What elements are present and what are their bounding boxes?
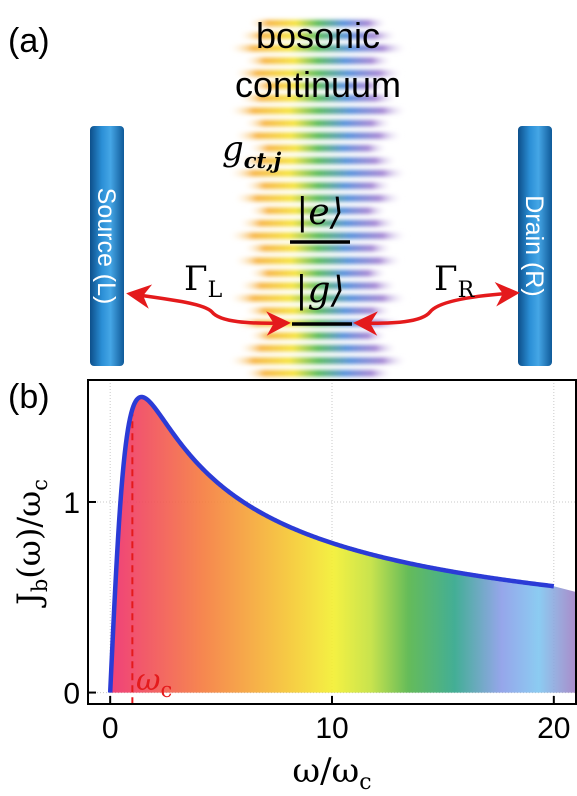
gamma-left-main: Γ <box>184 259 208 299</box>
continuum-stripe <box>233 195 403 202</box>
continuum-stripe <box>243 245 393 252</box>
panel-a-label: (a) <box>8 22 50 60</box>
spectral-density-area <box>110 396 576 693</box>
continuum-stripe <box>248 207 388 214</box>
gamma-left-label: ΓL <box>184 259 223 303</box>
gamma-right-sub: R <box>458 278 476 303</box>
continuum-title-line2: continuum <box>235 64 401 105</box>
continuum-stripe <box>248 332 388 339</box>
continuum-stripe <box>243 57 393 64</box>
ground-state-label: |g⟩ <box>295 270 344 311</box>
coupling-sub: ct,j <box>244 148 282 173</box>
continuum-stripe <box>228 45 408 52</box>
x-axis-label: ω/ωc <box>292 751 371 795</box>
continuum-stripe <box>238 220 398 227</box>
gamma-right-main: Γ <box>434 259 458 299</box>
continuum-stripe <box>233 257 403 264</box>
continuum-stripe <box>228 170 408 177</box>
y-axis-label: Jb(ω)/ωc <box>10 479 52 608</box>
spectral-density-curve <box>107 394 555 693</box>
y-axis-label-sub2: c <box>28 479 52 491</box>
coupling-main: g <box>222 129 244 169</box>
continuum-stripe <box>243 182 393 189</box>
y-tick-label: 1 <box>63 487 80 520</box>
gamma-left-arrow <box>126 284 291 336</box>
continuum-stripe <box>248 270 388 277</box>
continuum-stripe <box>228 107 408 114</box>
x-tick-label: 20 <box>537 712 570 745</box>
continuum-stripe <box>238 157 398 164</box>
continuum-stripe <box>238 32 398 39</box>
gamma-right-label: ΓR <box>434 259 476 303</box>
cutoff-marker-label: ωc <box>136 663 172 702</box>
continuum-stripe <box>228 357 408 364</box>
cutoff-marker-sub: c <box>160 678 172 702</box>
continuum-title-line1: bosonic <box>256 15 380 56</box>
drain-electrode <box>518 126 552 366</box>
gamma-right-arrow <box>353 282 520 336</box>
coupling-label: gct,j <box>222 129 282 173</box>
x-axis-label-sub: c <box>359 770 371 795</box>
axis-ticks: 0 10 20 0 1 <box>63 487 570 745</box>
continuum-stripe <box>243 120 393 127</box>
continuum-stripe <box>233 132 403 139</box>
cutoff-marker-main: ω <box>136 663 160 698</box>
source-electrode <box>90 126 124 366</box>
continuum-stripe <box>238 95 398 102</box>
continuum-stripe <box>233 70 403 77</box>
y-axis-label-main: J <box>10 592 48 608</box>
excited-state-label: |e⟩ <box>296 192 343 233</box>
drain-label: Drain (R) <box>520 195 548 296</box>
continuum-stripe <box>248 20 388 27</box>
source-label: Source (L) <box>92 188 120 305</box>
panel-b-label: (b) <box>8 378 50 416</box>
gamma-left-sub: L <box>208 278 223 303</box>
continuum-stripe <box>238 345 398 352</box>
x-tick-label: 10 <box>315 712 348 745</box>
continuum-stripe <box>248 145 388 152</box>
continuum-stripe <box>248 82 388 89</box>
x-axis-label-main: ω/ω <box>292 751 359 791</box>
continuum-stripe <box>243 370 393 377</box>
y-tick-label: 0 <box>63 678 80 711</box>
y-axis-label-rest: (ω)/ω <box>10 491 48 579</box>
x-tick-label: 0 <box>102 712 119 745</box>
y-axis-label-sub: b <box>28 579 52 592</box>
continuum-stripe <box>228 232 408 239</box>
